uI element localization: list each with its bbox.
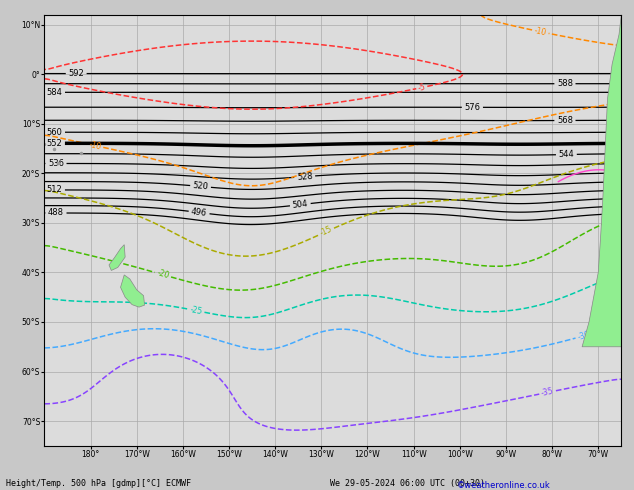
Text: 512: 512 [47,185,62,195]
Text: -30: -30 [576,330,591,342]
Text: -20: -20 [156,269,170,281]
Polygon shape [109,245,125,270]
Text: 552: 552 [47,139,62,148]
Text: -35: -35 [541,387,555,398]
Text: -10: -10 [88,140,102,151]
Text: 584: 584 [46,88,62,97]
Text: -10: -10 [533,26,547,37]
Text: Height/Temp. 500 hPa [gdmp][°C] ECMWF: Height/Temp. 500 hPa [gdmp][°C] ECMWF [6,479,191,488]
Text: 496: 496 [191,207,207,218]
Text: 536: 536 [48,159,64,168]
Text: -15: -15 [319,225,334,238]
Text: -25: -25 [190,305,203,316]
Text: 560: 560 [46,128,62,137]
Text: 576: 576 [464,103,481,112]
Text: 528: 528 [297,172,313,182]
Text: 488: 488 [48,208,64,218]
Text: 568: 568 [557,116,573,125]
Text: 520: 520 [192,181,209,192]
Polygon shape [120,275,145,307]
Text: 544: 544 [559,150,574,159]
Text: 588: 588 [557,79,573,88]
Polygon shape [582,15,621,347]
Text: ©weatheronline.co.uk: ©weatheronline.co.uk [456,481,550,490]
Text: We 29-05-2024 06:00 UTC (00+30): We 29-05-2024 06:00 UTC (00+30) [330,479,484,488]
Text: 504: 504 [292,199,309,210]
Text: 592: 592 [68,69,84,78]
Text: -5: -5 [417,82,427,93]
